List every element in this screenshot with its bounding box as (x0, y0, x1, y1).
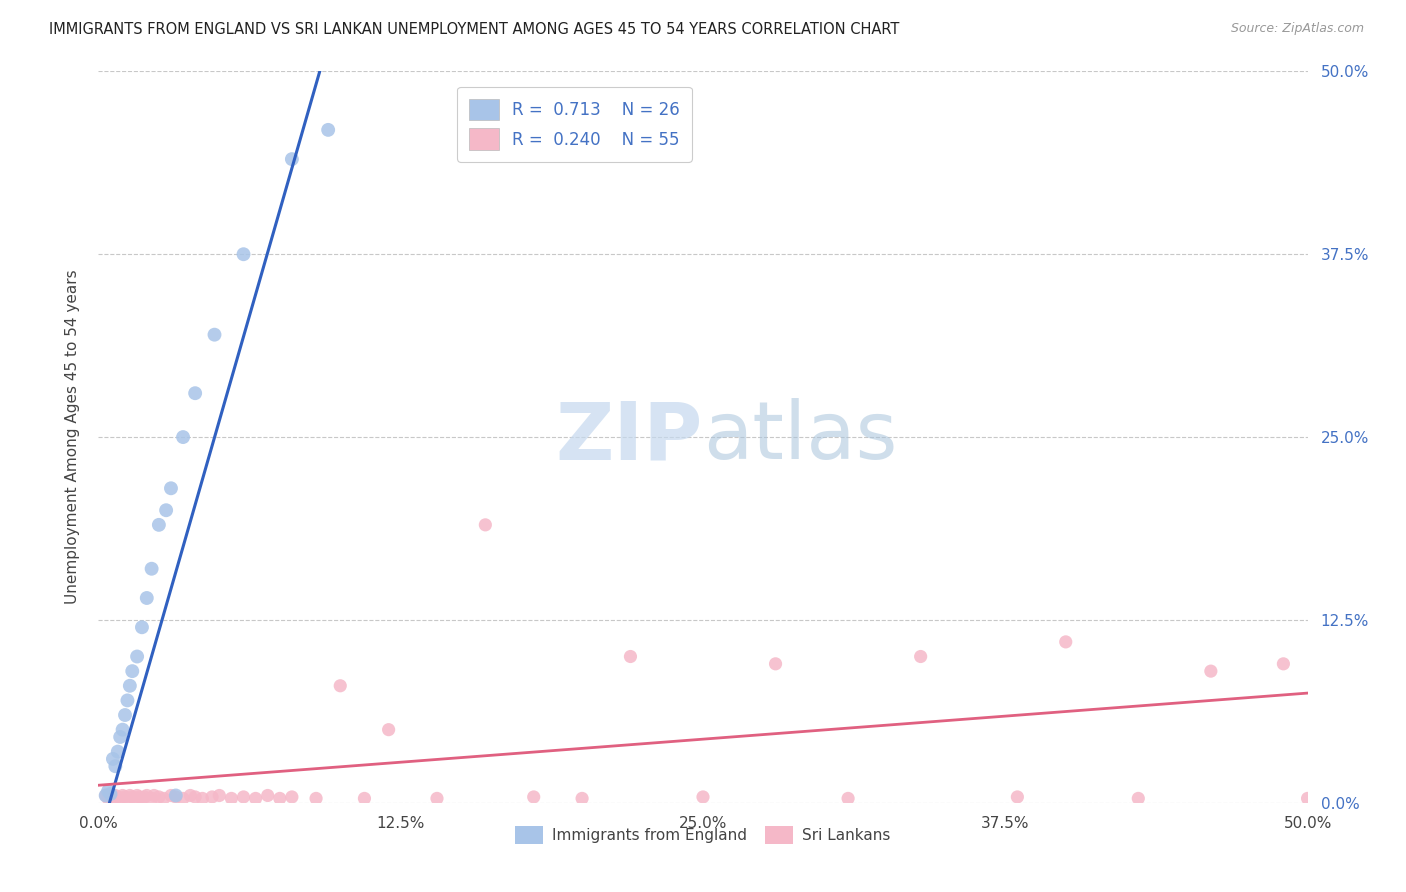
Point (121, 789, 143, 804)
Point (256, 789, 278, 803)
Point (135, 591, 157, 605)
Point (208, 789, 231, 803)
Point (128, 789, 150, 804)
Point (111, 789, 134, 803)
Text: ZIP: ZIP (555, 398, 703, 476)
Point (765, 657, 787, 671)
Point (148, 789, 170, 804)
Y-axis label: Unemployment Among Ages 45 to 54 years: Unemployment Among Ages 45 to 54 years (65, 269, 80, 605)
Point (281, 789, 304, 804)
Point (148, 517, 170, 532)
Point (474, 517, 496, 532)
Point (152, 791, 174, 805)
Point (107, 789, 129, 804)
Point (305, 791, 328, 805)
Point (179, 789, 201, 803)
Point (124, 791, 146, 805)
Point (184, 789, 207, 804)
Point (377, 723, 399, 737)
Point (221, 791, 243, 805)
Point (108, 791, 131, 805)
Point (1296, 791, 1319, 805)
Point (97, 791, 120, 805)
Point (127, 789, 149, 803)
Point (426, 791, 449, 805)
Point (94, 789, 117, 803)
Point (104, 789, 127, 803)
Point (94, 789, 117, 803)
Point (316, 123, 339, 137)
Point (118, 679, 141, 693)
Point (104, 759, 127, 773)
Point (1199, 664, 1222, 678)
Point (692, 789, 714, 804)
Point (111, 723, 134, 737)
Point (172, 791, 194, 805)
Point (281, 152, 304, 166)
Point (204, 327, 226, 342)
Point (232, 789, 254, 804)
Point (269, 791, 291, 805)
Point (172, 430, 194, 444)
Point (160, 789, 183, 803)
Point (107, 745, 129, 759)
Point (165, 789, 187, 803)
Point (1272, 657, 1295, 671)
Point (101, 752, 124, 766)
Point (97, 784, 120, 798)
Point (131, 620, 153, 634)
Point (1054, 635, 1077, 649)
Point (353, 791, 375, 805)
Point (143, 789, 166, 803)
Point (114, 708, 136, 723)
Point (117, 693, 139, 707)
Point (837, 791, 859, 805)
Point (329, 679, 352, 693)
Point (245, 791, 267, 805)
Point (910, 649, 932, 664)
Text: atlas: atlas (703, 398, 897, 476)
Point (108, 730, 131, 744)
Point (141, 791, 163, 805)
Point (100, 787, 122, 801)
Point (1007, 789, 1029, 804)
Point (191, 791, 214, 805)
Point (141, 562, 163, 576)
Point (131, 791, 153, 805)
Point (571, 791, 593, 805)
Point (523, 789, 546, 804)
Point (619, 649, 641, 664)
Point (127, 649, 149, 664)
Text: IMMIGRANTS FROM ENGLAND VS SRI LANKAN UNEMPLOYMENT AMONG AGES 45 TO 54 YEARS COR: IMMIGRANTS FROM ENGLAND VS SRI LANKAN UN… (49, 22, 900, 37)
Point (201, 789, 224, 804)
Text: Source: ZipAtlas.com: Source: ZipAtlas.com (1230, 22, 1364, 36)
Point (118, 789, 141, 803)
Point (184, 386, 207, 401)
Point (100, 789, 122, 804)
Point (117, 791, 139, 805)
Point (101, 791, 124, 805)
Point (1128, 791, 1150, 805)
Point (160, 481, 183, 495)
Point (121, 664, 143, 678)
Point (114, 789, 136, 804)
Point (134, 789, 156, 804)
Point (232, 247, 254, 261)
Point (135, 789, 157, 803)
Point (165, 789, 187, 804)
Legend: Immigrants from England, Sri Lankans: Immigrants from England, Sri Lankans (509, 820, 897, 850)
Point (155, 503, 177, 517)
